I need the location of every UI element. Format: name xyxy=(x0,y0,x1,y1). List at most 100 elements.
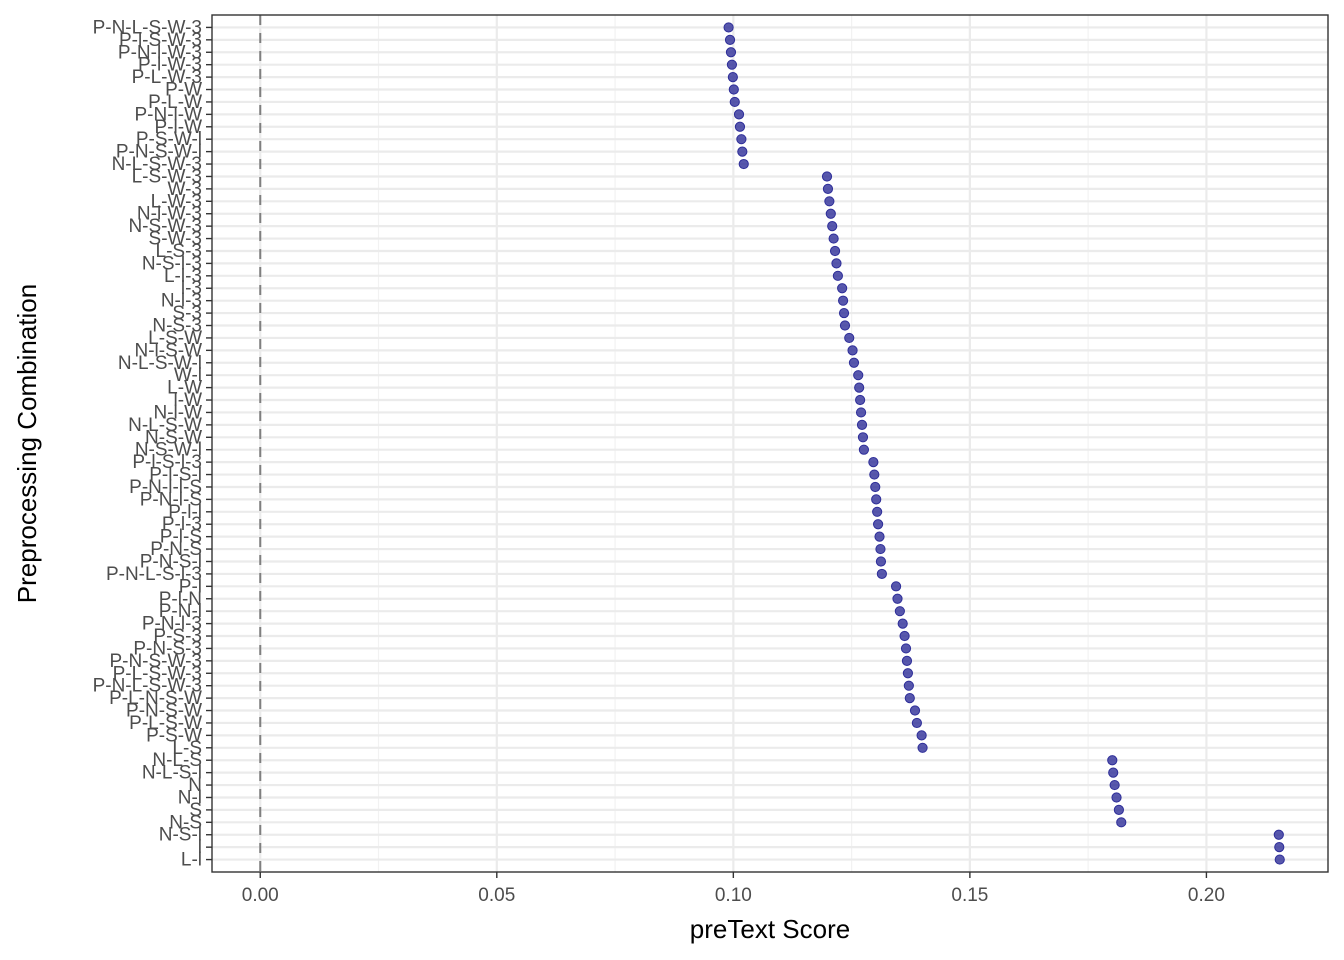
y-tick-label: P-N-S-W xyxy=(126,701,202,722)
data-point xyxy=(725,47,737,58)
data-point xyxy=(853,370,864,381)
data-point xyxy=(911,717,922,729)
data-point xyxy=(868,457,879,468)
y-tick-label: S xyxy=(189,800,202,821)
data-point xyxy=(832,270,843,281)
y-tick-label: L-W xyxy=(167,378,202,399)
y-tick-label: P-l-S-W-3 xyxy=(119,30,202,51)
data-point xyxy=(875,556,887,567)
data-point xyxy=(890,581,902,592)
y-tick-label: P-N-S-3 xyxy=(133,638,202,659)
y-tick-label: N-l-3 xyxy=(161,291,202,312)
data-point xyxy=(738,158,749,170)
data-point xyxy=(829,245,841,257)
data-point xyxy=(1273,829,1284,840)
data-point xyxy=(1116,817,1127,828)
y-tick-label: L-S xyxy=(172,738,202,759)
data-point xyxy=(821,171,833,182)
data-point xyxy=(822,183,834,194)
y-tick-label: P-L-S-W-3 xyxy=(113,663,202,684)
data-point xyxy=(1274,842,1285,853)
data-point xyxy=(723,22,734,33)
data-points xyxy=(723,22,1285,865)
y-tick-label: P-l-W xyxy=(155,117,203,138)
data-point xyxy=(872,506,883,517)
y-tick-label: N-S-W-l xyxy=(135,440,202,461)
data-point xyxy=(909,705,921,716)
y-tick-label: P-S-W-l xyxy=(136,129,202,150)
y-tick-label: P-N-l xyxy=(159,601,202,622)
y-tick-label: P-l-N xyxy=(159,589,202,610)
y-tick-label: W-l xyxy=(174,365,202,386)
data-point xyxy=(825,208,836,219)
data-point xyxy=(828,233,839,244)
data-point xyxy=(1111,792,1122,803)
y-axis-title: Preprocessing Combination xyxy=(12,284,42,603)
y-tick-label: P-L-W-3 xyxy=(132,67,202,88)
y-tick-label: N-L-S-W-l xyxy=(118,353,202,374)
data-point xyxy=(844,332,855,344)
y-tick-label: P-N-L-S-W-3 xyxy=(93,676,202,697)
data-point xyxy=(871,494,882,505)
y-tick-label: L-S-3 xyxy=(156,241,202,262)
y-tick-label: N-L-S-W-3 xyxy=(112,154,202,175)
data-point xyxy=(1107,755,1118,766)
y-tick-label: P-S-W xyxy=(146,725,202,746)
y-tick-label: P-l-l xyxy=(168,502,202,523)
y-tick-label: P-L-W xyxy=(148,92,202,113)
y-tick-label: P-N-L-S-l-3 xyxy=(106,564,202,585)
data-point xyxy=(875,543,886,555)
data-point xyxy=(855,407,867,418)
y-tick-label: N-S-l-3 xyxy=(142,253,202,274)
data-point xyxy=(848,357,860,368)
y-tick-label: N xyxy=(188,775,202,796)
y-tick-label: N-L-S xyxy=(152,750,202,771)
y-tick-label: P-l-3 xyxy=(162,514,202,535)
y-tick-label: P-N-l-W-3 xyxy=(118,42,202,63)
y-tick-label: N-l-S-W xyxy=(134,340,202,361)
data-point xyxy=(839,320,851,331)
y-tick-label: P-N-l-3 xyxy=(142,614,202,635)
x-axis-title: preText Score xyxy=(690,914,850,944)
y-tick-label: P-N-S xyxy=(150,539,202,560)
y-tick-label: N-S-W xyxy=(145,427,202,448)
y-tick-label: N-l-W xyxy=(153,402,202,423)
data-point xyxy=(1274,854,1285,865)
data-point xyxy=(899,630,910,642)
y-tick-label: P-l-S-l-3 xyxy=(132,452,202,473)
y-tick-label: P-N-S-W-3 xyxy=(109,651,202,672)
data-point xyxy=(734,121,746,132)
data-point xyxy=(874,531,885,542)
x-tick-label: 0.20 xyxy=(1188,885,1225,906)
data-point xyxy=(824,196,835,207)
data-point xyxy=(827,221,838,232)
y-tick-label: P-L-N-S-W xyxy=(109,688,202,709)
y-tick-label: N-l xyxy=(178,787,202,808)
data-point xyxy=(892,593,903,604)
y-tick-label: W-3 xyxy=(168,179,202,200)
x-axis: 0.00 0.05 0.10 0.15 0.20 xyxy=(242,872,1225,906)
data-point xyxy=(831,258,842,269)
data-point xyxy=(897,618,908,629)
y-tick-label: N-l-W-3 xyxy=(137,204,202,225)
y-tick-label: l-W xyxy=(174,390,203,411)
data-point xyxy=(837,295,849,306)
data-point xyxy=(916,730,927,741)
data-point xyxy=(854,382,865,393)
y-tick-label: P-N-l-l-S xyxy=(129,477,202,498)
x-tick-label: 0.15 xyxy=(951,885,988,906)
data-point xyxy=(869,469,880,480)
y-tick-label: P-N-S-W-l xyxy=(116,142,202,163)
data-point xyxy=(870,481,881,493)
y-tick-label: l-3 xyxy=(181,278,202,299)
data-point xyxy=(837,283,848,294)
data-point xyxy=(728,84,739,95)
grid xyxy=(212,15,1328,872)
y-tick-label: P-l-S-l xyxy=(149,465,202,486)
y-tick-label: N-L-S-W xyxy=(128,415,202,436)
y-tick-label: L-l-3 xyxy=(164,266,202,287)
data-point xyxy=(1108,767,1119,778)
data-point xyxy=(727,72,738,83)
data-point xyxy=(856,419,868,430)
data-point xyxy=(857,432,869,443)
